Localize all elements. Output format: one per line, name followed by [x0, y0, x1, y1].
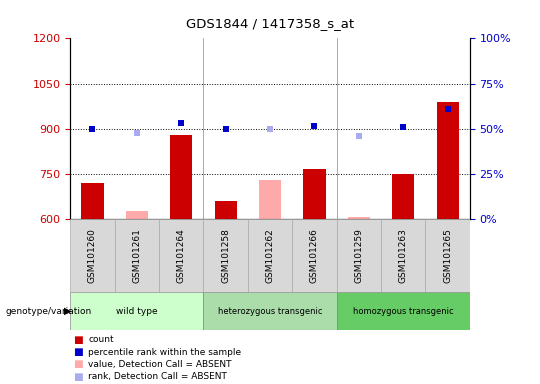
Bar — [204, 219, 248, 292]
Bar — [336, 219, 381, 292]
Bar — [214, 201, 237, 219]
Bar — [348, 217, 370, 219]
Bar — [303, 169, 326, 219]
Bar — [336, 292, 470, 330]
Bar — [436, 101, 458, 219]
Bar — [248, 219, 292, 292]
Bar — [381, 219, 426, 292]
Text: GSM101264: GSM101264 — [177, 228, 186, 283]
Bar — [70, 219, 114, 292]
Text: ■: ■ — [73, 372, 83, 382]
Bar — [392, 174, 414, 219]
Bar — [82, 183, 104, 219]
Bar — [70, 292, 204, 330]
Bar — [126, 211, 148, 219]
Text: rank, Detection Call = ABSENT: rank, Detection Call = ABSENT — [88, 372, 227, 381]
Text: GSM101261: GSM101261 — [132, 228, 141, 283]
Text: GSM101263: GSM101263 — [399, 228, 408, 283]
Bar — [426, 219, 470, 292]
Text: heterozygous transgenic: heterozygous transgenic — [218, 306, 322, 316]
Bar — [292, 219, 336, 292]
Text: ■: ■ — [73, 347, 83, 357]
Text: GSM101265: GSM101265 — [443, 228, 452, 283]
Bar — [114, 219, 159, 292]
Text: ■: ■ — [73, 335, 83, 345]
Text: GSM101259: GSM101259 — [354, 228, 363, 283]
Text: GSM101258: GSM101258 — [221, 228, 230, 283]
Text: count: count — [88, 335, 113, 344]
Text: GSM101260: GSM101260 — [88, 228, 97, 283]
Bar — [159, 219, 204, 292]
Bar — [259, 180, 281, 219]
Text: wild type: wild type — [116, 306, 158, 316]
Text: GSM101266: GSM101266 — [310, 228, 319, 283]
Text: genotype/variation: genotype/variation — [5, 306, 92, 316]
Text: value, Detection Call = ABSENT: value, Detection Call = ABSENT — [88, 360, 232, 369]
Bar — [170, 135, 192, 219]
Text: ▶: ▶ — [64, 306, 71, 316]
Text: ■: ■ — [73, 359, 83, 369]
Bar — [204, 292, 336, 330]
Text: GDS1844 / 1417358_s_at: GDS1844 / 1417358_s_at — [186, 17, 354, 30]
Text: homozygous transgenic: homozygous transgenic — [353, 306, 454, 316]
Text: GSM101262: GSM101262 — [266, 228, 274, 283]
Text: percentile rank within the sample: percentile rank within the sample — [88, 348, 241, 357]
